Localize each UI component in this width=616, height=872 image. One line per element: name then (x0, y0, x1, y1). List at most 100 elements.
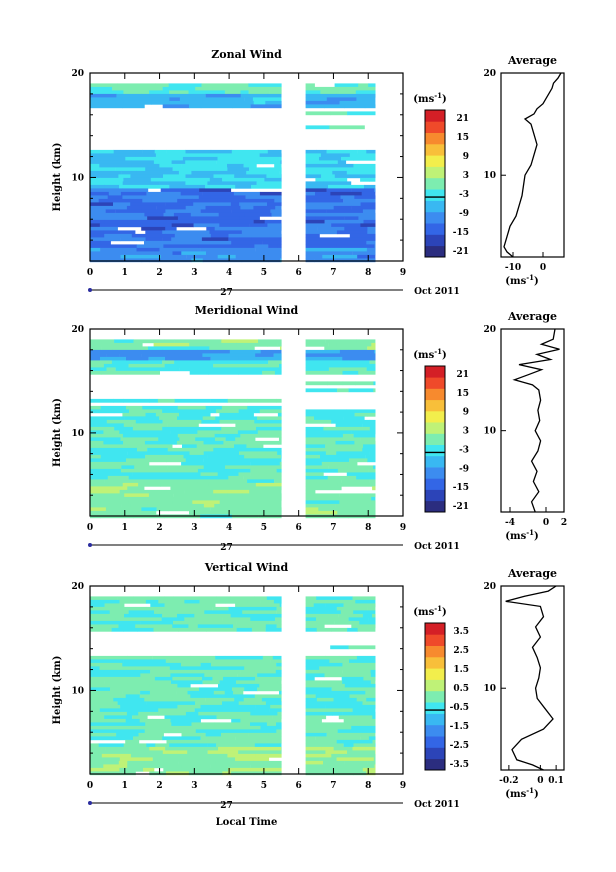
heatmap-cell (305, 419, 332, 424)
heatmap-cell (90, 767, 120, 772)
heatmap-cell (355, 599, 376, 604)
heatmap-cell (192, 489, 214, 494)
heatmap-cell (141, 219, 168, 224)
heatmap-cell (162, 426, 197, 431)
heatmap-cell (316, 697, 334, 702)
heatmap-cell (235, 437, 256, 442)
heatmap-cell (223, 676, 256, 681)
heatmap-cell (177, 433, 215, 438)
heatmap-cell (135, 416, 160, 421)
heatmap-cell (269, 708, 282, 713)
heatmap-cell (90, 764, 104, 769)
heatmap-cell (130, 202, 166, 207)
heatmap-cell (336, 230, 368, 235)
heatmap-cell (373, 482, 376, 487)
heatmap-cell (360, 223, 376, 228)
heatmap-cell (344, 226, 368, 231)
heatmap-cell (151, 659, 167, 664)
heatmap-cell (183, 219, 218, 224)
heatmap-cell (207, 181, 224, 186)
heatmap-cell (133, 339, 165, 344)
heatmap-cell (174, 233, 212, 238)
heatmap-cell (167, 423, 188, 428)
heatmap-cell (305, 472, 324, 477)
month-label: Oct 2011 (414, 542, 460, 552)
heatmap-cell (90, 510, 99, 515)
heatmap-cell (369, 360, 376, 365)
heatmap-cell (305, 458, 326, 463)
heatmap-cell (336, 606, 368, 611)
heatmap-cell (90, 198, 99, 203)
profile-title: Average (507, 567, 557, 580)
panel-2 (88, 328, 565, 547)
heatmap-cell (323, 760, 345, 765)
heatmap-cell (154, 496, 191, 501)
heatmap-cell (326, 149, 358, 154)
heatmap-cell (353, 426, 371, 431)
colorbar-tick-label: 21 (456, 370, 469, 380)
colorbar-tick-label: 15 (456, 389, 469, 399)
heatmap-cell (214, 226, 241, 231)
heatmap-cell (162, 230, 177, 235)
heatmap-cell (103, 764, 128, 769)
heatmap-cell (194, 613, 231, 618)
heatmap-cell (258, 472, 277, 477)
x-tick-label: 0 (87, 523, 93, 533)
heatmap-cell (240, 433, 278, 438)
heatmap-cell (350, 503, 376, 508)
heatmap-cell (234, 694, 255, 699)
heatmap-cell (357, 149, 367, 154)
heatmap-cell (194, 409, 217, 414)
heatmap-cell (101, 753, 132, 758)
heatmap-cell (145, 454, 176, 459)
heatmap-cell (347, 764, 375, 769)
heatmap-cell (90, 97, 123, 102)
heatmap-cell (351, 188, 375, 193)
heatmap-cell (90, 177, 101, 182)
heatmap-cell (373, 465, 376, 470)
heatmap-cell (327, 416, 344, 421)
heatmap-cell (268, 360, 281, 365)
heatmap-cell (316, 750, 326, 755)
heatmap-cell (265, 100, 282, 105)
heatmap-cell (169, 743, 193, 748)
heatmap-cell (164, 603, 188, 608)
heatmap-cell (254, 694, 282, 699)
heatmap-cell (228, 251, 263, 256)
heatmap-cell (305, 416, 315, 421)
heatmap-cell (201, 83, 234, 88)
heatmap-cell (337, 160, 347, 165)
heatmap-cell (344, 683, 371, 688)
heatmap-cell (248, 613, 270, 618)
heatmap-cell (141, 209, 166, 214)
heatmap-cell (240, 90, 249, 95)
heatmap-cell (212, 97, 245, 102)
heatmap-cell (127, 219, 142, 224)
heatmap-cell (262, 750, 282, 755)
heatmap-cell (153, 251, 173, 256)
heatmap-cell (251, 503, 278, 508)
heatmap-cell (251, 184, 282, 189)
y-axis-label: Height (km) (52, 143, 63, 212)
heatmap-cell (305, 339, 326, 344)
date-axis-marker (88, 288, 92, 292)
heatmap-cell (239, 216, 260, 221)
heatmap-cell (179, 757, 214, 762)
heatmap-cell (227, 753, 256, 758)
heatmap-cell (305, 430, 329, 435)
heatmap-cell (228, 237, 240, 242)
heatmap-cell (305, 486, 342, 491)
heatmap-cell (133, 736, 163, 741)
heatmap-cell (333, 86, 368, 91)
heatmap-cell (103, 711, 128, 716)
heatmap-cell (162, 104, 190, 109)
heatmap-cell (260, 666, 282, 671)
heatmap-cell (362, 767, 376, 772)
heatmap-cell (242, 493, 261, 498)
heatmap-cell (241, 160, 264, 165)
heatmap-cell (104, 479, 142, 484)
heatmap-cell (261, 680, 278, 685)
heatmap-cell (130, 503, 154, 508)
heatmap-cell (153, 240, 175, 245)
heatmap-cell (244, 97, 254, 102)
